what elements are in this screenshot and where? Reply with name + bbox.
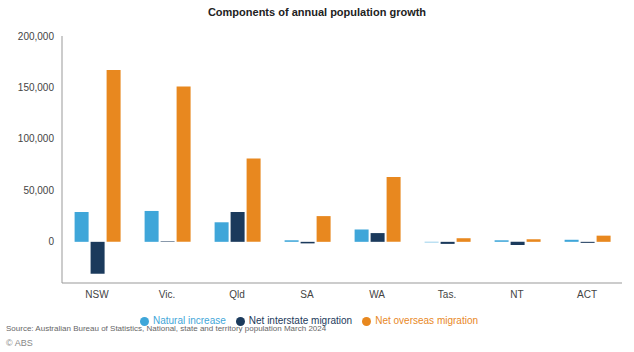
svg-text:NT: NT (510, 289, 523, 300)
svg-text:200,000: 200,000 (18, 31, 55, 42)
svg-text:NSW: NSW (85, 289, 109, 300)
html-text:Natural increase: Natural increase (153, 315, 226, 326)
svg-text:0: 0 (48, 236, 54, 247)
svg-text:100,000: 100,000 (18, 133, 55, 144)
svg-text:SA: SA (300, 289, 314, 300)
html-text:© ABS: © ABS (6, 338, 33, 348)
html-text:Net interstate migration: Net interstate migration (248, 315, 353, 326)
svg-text:Vic.: Vic. (159, 289, 176, 300)
svg-text:ACT: ACT (577, 289, 597, 300)
html-text:Net overseas migration: Net overseas migration (375, 315, 478, 326)
svg-text:Tas.: Tas. (438, 289, 456, 300)
html-text:Source: Australian Bureau of S: Source: Australian Bureau of Statistics,… (6, 324, 327, 333)
svg-text:150,000: 150,000 (18, 82, 55, 93)
svg-text:Qld: Qld (229, 289, 245, 300)
svg-text:50,000: 50,000 (23, 185, 54, 196)
svg-text:WA: WA (369, 289, 385, 300)
html-text:Components of annual populatio: Components of annual population growth (207, 6, 427, 18)
